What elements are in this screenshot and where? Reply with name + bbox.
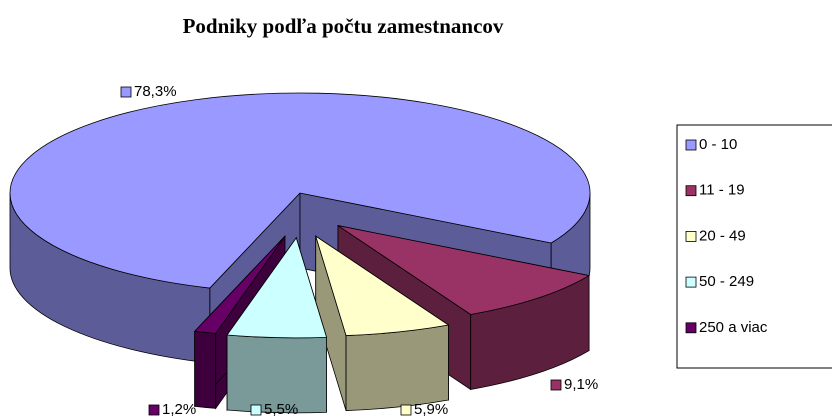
data-label: 1,2% [162,401,196,418]
slice [337,225,591,315]
slice-wall [345,324,449,411]
legend-swatch [685,185,697,197]
legend-swatch [685,139,697,151]
chart-title: Podniky podľa počtu zamestnancov [183,14,504,38]
slice [315,235,450,336]
legend-swatch [685,230,697,242]
data-label: 9,1% [564,376,598,393]
label-swatch [550,379,562,391]
legend-label: 50 - 249 [699,273,754,290]
slice [226,237,328,339]
label-swatch [120,86,132,98]
label-swatch [250,404,262,416]
legend-box [676,124,832,369]
label-swatch [148,404,160,416]
label-swatch [400,404,412,416]
legend-label: 0 - 10 [699,136,737,153]
legend-label: 250 a viac [699,319,768,336]
slice [193,235,286,334]
legend-swatch [685,276,697,288]
data-label: 5,5% [264,401,298,418]
slice [9,92,591,289]
legend-swatch [685,322,697,334]
legend-label: 11 - 19 [699,182,745,199]
data-label: 78,3% [134,83,177,100]
slice-wall [194,330,217,409]
data-label: 5,9% [414,401,448,418]
legend-label: 20 - 49 [699,227,746,244]
